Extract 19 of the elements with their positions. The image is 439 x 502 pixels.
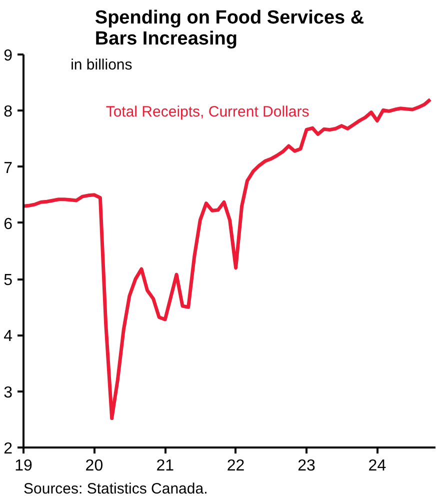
x-tick-label: 23 bbox=[298, 458, 316, 474]
y-tick-label: 5 bbox=[4, 272, 13, 290]
x-tick-label: 22 bbox=[226, 458, 245, 474]
y-tick-label: 3 bbox=[4, 384, 13, 402]
x-tick-label: 19 bbox=[14, 458, 32, 474]
chart-title: Spending on Food Services & Bars Increasing bbox=[94, 8, 364, 50]
source-note: Sources: Statistics Canada. bbox=[24, 480, 208, 498]
x-tick-label: 24 bbox=[368, 458, 386, 474]
y-tick-label: 8 bbox=[4, 104, 13, 121]
line-series bbox=[24, 98, 432, 420]
y-tick-label: 2 bbox=[4, 440, 13, 458]
x-tick-label: 21 bbox=[156, 458, 174, 474]
y-tick-label: 9 bbox=[4, 48, 13, 64]
y-tick-label: 4 bbox=[4, 328, 13, 346]
y-tick-label: 7 bbox=[4, 160, 13, 177]
y-tick-label: 6 bbox=[4, 216, 13, 233]
x-tick-label: 20 bbox=[85, 458, 104, 474]
annotation: in billions bbox=[70, 56, 132, 74]
series-label: Total Receipts, Current Dollars bbox=[106, 104, 310, 121]
